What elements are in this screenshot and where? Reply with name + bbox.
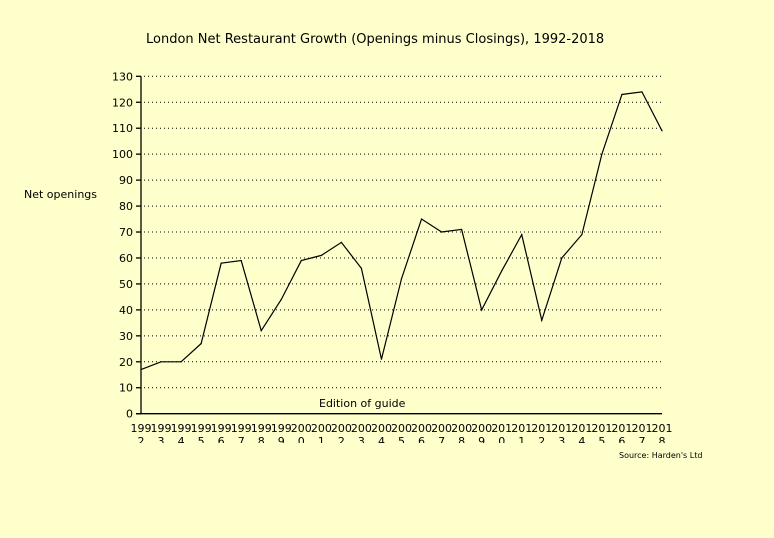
x-tick-label: 200 5 — [391, 422, 412, 448]
chart-title: London Net Restaurant Growth (Openings m… — [146, 32, 604, 47]
x-tick-label: 201 4 — [571, 422, 592, 448]
x-tick-label: 199 2 — [131, 422, 152, 448]
x-tick-label: 201 1 — [511, 422, 532, 448]
x-tick-label: 201 0 — [491, 422, 512, 448]
source-note: Source: Harden's Ltd — [619, 451, 702, 460]
data-point — [140, 368, 142, 371]
data-point — [501, 270, 503, 272]
y-tick-label: 40 — [119, 304, 133, 317]
data-point — [380, 358, 383, 360]
x-tick-label: 200 6 — [411, 422, 432, 448]
y-tick-label: 50 — [119, 278, 133, 291]
data-point — [661, 130, 663, 132]
series-group — [140, 91, 663, 371]
x-tick-label: 200 7 — [431, 422, 452, 448]
data-point — [400, 278, 403, 280]
data-point — [481, 309, 483, 311]
x-axis-label: Edition of guide — [319, 397, 406, 410]
data-point — [420, 218, 423, 220]
y-axis-ticks: 0 10 20 30 40 50 60 70 80 90 100 110 120 130 — [112, 70, 141, 421]
x-tick-label: 200 2 — [331, 422, 352, 448]
data-point — [180, 361, 182, 363]
y-tick-label: 80 — [119, 200, 133, 213]
x-tick-label: 201 7 — [631, 422, 652, 448]
y-tick-label: 100 — [112, 148, 133, 161]
data-point — [641, 91, 643, 93]
gridlines — [144, 75, 662, 389]
series-line — [140, 91, 663, 371]
data-point — [461, 228, 463, 231]
y-axis-label: Net openings — [24, 188, 97, 201]
data-point — [200, 343, 202, 345]
data-point — [541, 319, 543, 321]
data-point — [320, 254, 322, 256]
x-tick-label: 201 3 — [551, 422, 572, 448]
data-point — [280, 298, 282, 301]
y-tick-label: 60 — [119, 252, 133, 265]
y-tick-label: 10 — [119, 382, 133, 395]
x-tick-label: 199 9 — [271, 422, 292, 448]
x-tick-label: 201 5 — [591, 422, 612, 448]
x-tick-label: 199 4 — [171, 422, 192, 448]
data-point — [621, 93, 623, 96]
y-tick-label: 130 — [112, 70, 133, 83]
y-tick-label: 110 — [112, 122, 133, 135]
data-point — [601, 153, 603, 155]
x-tick-label: 199 6 — [211, 422, 232, 448]
x-tick-label: 199 5 — [191, 422, 212, 448]
x-tick-label: 200 0 — [291, 422, 312, 448]
y-tick-label: 70 — [119, 226, 133, 239]
data-point — [160, 361, 162, 363]
data-point — [360, 267, 363, 269]
x-tick-label: 201 2 — [531, 422, 552, 448]
x-tick-label: 199 3 — [151, 422, 172, 448]
x-tick-label: 200 4 — [371, 422, 392, 448]
data-point — [440, 231, 443, 233]
data-point — [240, 259, 242, 262]
data-point — [561, 257, 563, 259]
x-tick-label: 199 7 — [231, 422, 252, 448]
y-tick-label: 30 — [119, 330, 133, 343]
data-point — [340, 241, 342, 244]
y-tick-label: 0 — [126, 408, 133, 421]
x-tick-label: 201 8 — [652, 422, 673, 448]
x-tick-label: 200 1 — [311, 422, 332, 448]
data-point — [260, 330, 262, 332]
y-tick-label: 90 — [119, 174, 133, 187]
x-tick-label: 201 6 — [611, 422, 632, 448]
x-tick-label: 200 9 — [471, 422, 492, 448]
x-tick-label: 200 8 — [451, 422, 472, 448]
y-tick-label: 120 — [112, 96, 133, 109]
x-tick-label: 199 8 — [251, 422, 272, 448]
data-point — [521, 234, 523, 236]
y-tick-label: 20 — [119, 356, 133, 369]
data-point — [581, 234, 583, 236]
data-point — [300, 259, 302, 262]
x-tick-label: 200 3 — [351, 422, 372, 448]
data-point — [220, 262, 222, 264]
